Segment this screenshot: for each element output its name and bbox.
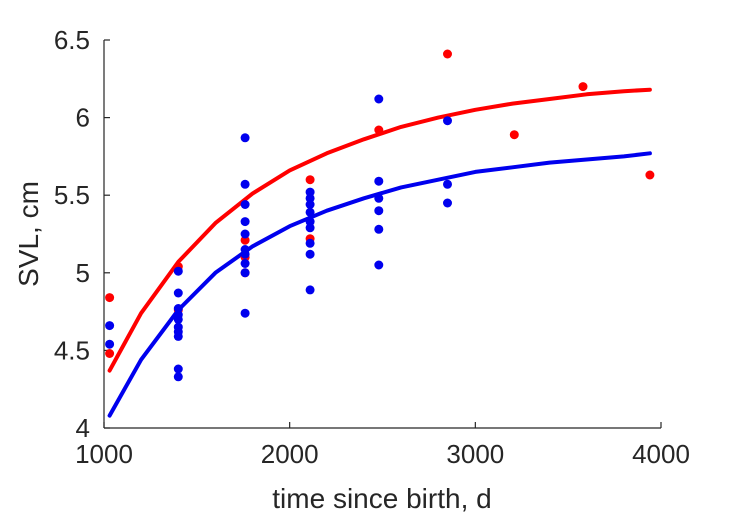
fit-curve-1 xyxy=(107,151,652,418)
data-point-1 xyxy=(173,304,183,313)
y-tick-label: 6 xyxy=(76,103,90,133)
data-point-1 xyxy=(443,116,452,126)
data-point-0 xyxy=(240,235,250,245)
data-point-1 xyxy=(374,224,384,234)
y-tick-label: 5.5 xyxy=(54,180,90,210)
data-point-0 xyxy=(509,130,519,140)
data-point-1 xyxy=(240,200,250,209)
data-point-1 xyxy=(173,331,183,341)
data-point-1 xyxy=(173,372,183,382)
data-point-0 xyxy=(578,82,588,92)
x-tick-label: 1000 xyxy=(75,439,133,469)
data-point-0 xyxy=(105,349,115,358)
data-point-1 xyxy=(173,364,183,374)
data-point-1 xyxy=(305,285,315,295)
y-axis-title: SVL, cm xyxy=(13,181,44,287)
data-point-1 xyxy=(374,94,384,104)
fit-curve-0 xyxy=(107,87,652,373)
y-tick-label: 6.5 xyxy=(54,25,90,55)
data-point-1 xyxy=(240,179,250,189)
data-point-1 xyxy=(443,179,452,189)
x-tick-label: 3000 xyxy=(446,439,504,469)
fit-lines xyxy=(107,87,652,418)
data-point-1 xyxy=(105,321,115,331)
x-tick-label: 4000 xyxy=(632,439,690,469)
y-tick-label: 4 xyxy=(76,413,90,443)
data-point-1 xyxy=(240,308,250,318)
data-point-1 xyxy=(305,249,315,259)
plot-area: 1000 2000 3000 4000 4 4.5 5 5.5 6 6.5 xyxy=(54,25,690,469)
data-point-0 xyxy=(105,293,115,303)
data-point-1 xyxy=(173,266,183,276)
data-point-1 xyxy=(240,229,250,239)
data-point-1 xyxy=(374,206,384,216)
data-point-1 xyxy=(305,238,315,248)
data-points xyxy=(105,49,655,382)
data-point-1 xyxy=(173,314,183,324)
x-tick-label: 2000 xyxy=(261,439,319,469)
data-point-1 xyxy=(173,288,183,298)
data-point-1 xyxy=(305,200,315,209)
data-point-1 xyxy=(240,217,250,227)
data-point-1 xyxy=(305,207,315,217)
data-point-1 xyxy=(240,259,250,268)
data-point-1 xyxy=(443,198,452,208)
data-point-1 xyxy=(105,339,115,349)
y-tick-label: 4.5 xyxy=(54,335,90,365)
data-point-0 xyxy=(374,125,384,135)
data-point-1 xyxy=(240,268,250,278)
x-ticks: 1000 2000 3000 4000 xyxy=(75,422,690,469)
data-point-1 xyxy=(305,193,315,203)
data-point-1 xyxy=(305,223,315,233)
data-point-0 xyxy=(645,170,655,180)
data-point-0 xyxy=(443,49,452,59)
y-ticks: 4 4.5 5 5.5 6 6.5 xyxy=(54,25,110,443)
data-point-1 xyxy=(240,249,250,259)
data-point-1 xyxy=(305,217,315,227)
data-point-1 xyxy=(374,176,384,186)
data-point-1 xyxy=(305,187,315,197)
data-point-1 xyxy=(240,133,250,143)
y-tick-label: 5 xyxy=(76,258,90,288)
data-point-1 xyxy=(374,260,384,270)
x-axis-title: time since birth, d xyxy=(272,483,491,514)
data-point-0 xyxy=(305,175,315,185)
data-point-1 xyxy=(374,193,384,203)
